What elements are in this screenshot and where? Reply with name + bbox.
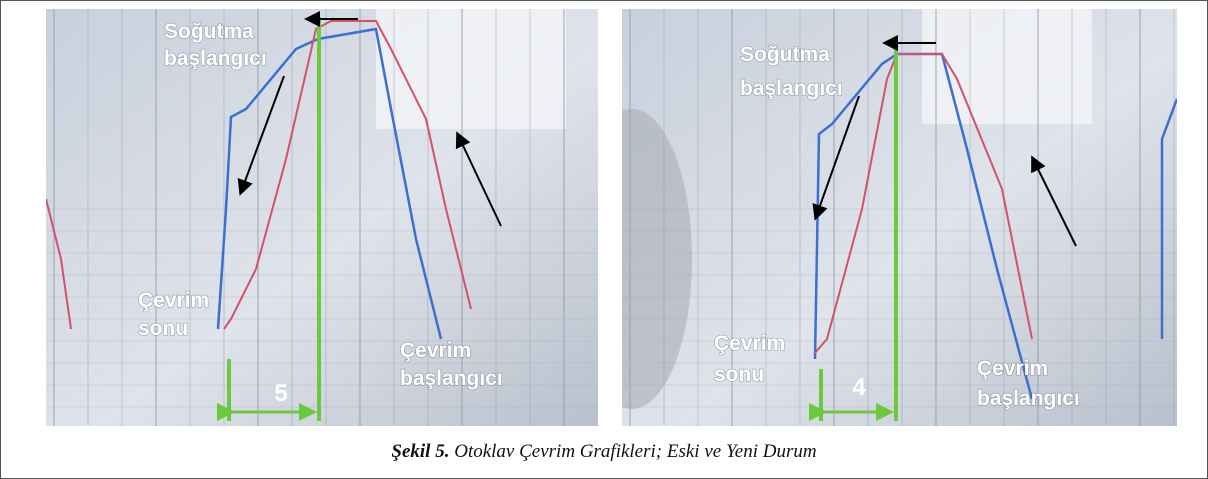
annotation: sonu	[138, 317, 188, 340]
glare	[376, 9, 566, 129]
annotation: Çevrim	[400, 339, 471, 362]
duration: 5	[274, 380, 287, 407]
annotation: Çevrim	[714, 332, 785, 355]
photo-panel: Soğutma başlangıcı Çevrim sonu Çevrim ba…	[622, 9, 1177, 426]
annotation: başlangıcı	[740, 77, 843, 100]
duration: 4	[852, 374, 866, 401]
annotation: başlangıcı	[164, 47, 267, 70]
glare	[922, 9, 1092, 124]
annotation: Çevrim	[977, 357, 1048, 380]
figure: Soğutma başlangıcı Çevrim sonu Çevrim ba…	[0, 0, 1208, 479]
photo-panel: Soğutma başlangıcı Çevrim sonu Çevrim ba…	[46, 9, 598, 426]
annotation: başlangıcı	[400, 367, 503, 390]
annotation: Çevrim	[138, 289, 209, 312]
photo-background	[622, 9, 1177, 426]
annotation: sonu	[714, 363, 764, 386]
caption: Şekil 5. Otoklav Çevrim Grafikleri; Eski…	[1, 441, 1207, 463]
annotation: başlangıcı	[977, 387, 1080, 410]
caption-label: Şekil 5.	[391, 441, 449, 462]
caption-text: Otoklav Çevrim Grafikleri; Eski ve Yeni …	[454, 441, 816, 462]
annotation: Soğutma	[740, 43, 830, 66]
annotation: Soğutma	[164, 20, 254, 43]
